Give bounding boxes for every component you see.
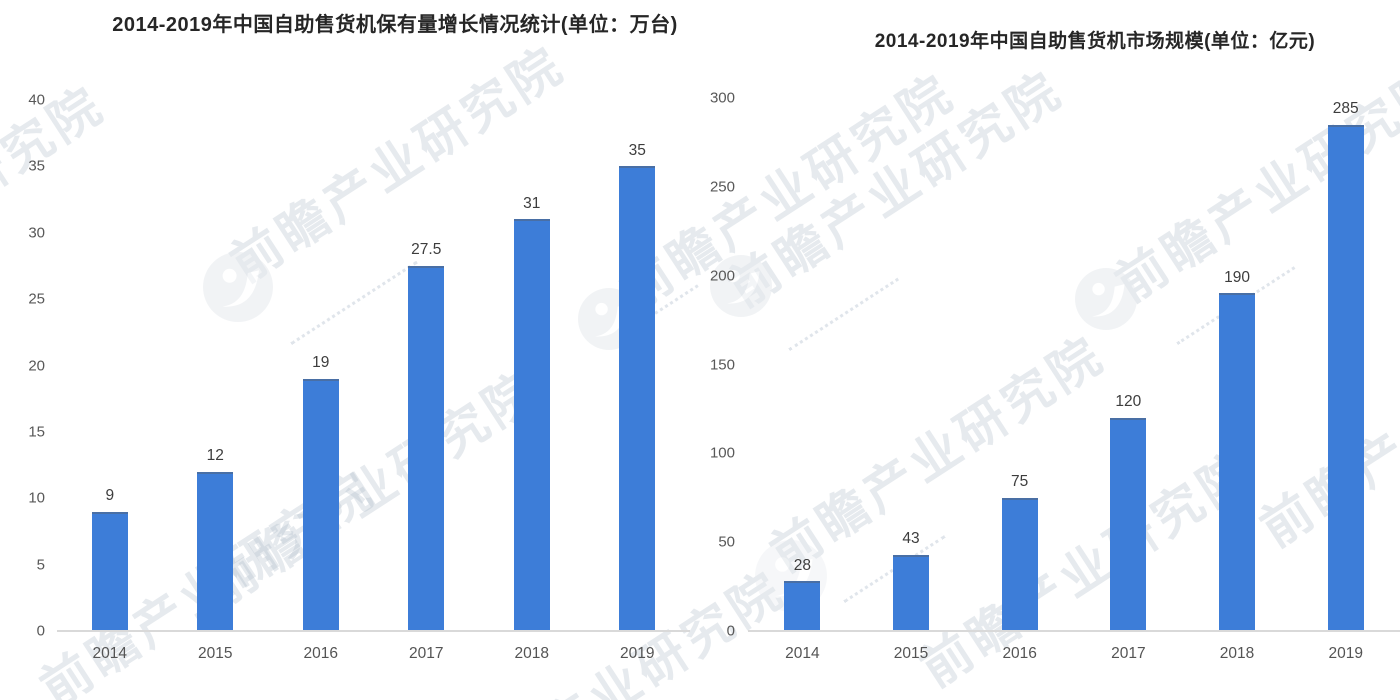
x-tick-label: 2014 <box>92 645 127 662</box>
chart-vending-machine-holdings: 2014-2019年中国自助售货机保有量增长情况统计(单位：万台) 0 5 10 15… <box>0 14 690 664</box>
bar-slot: 120 <box>1074 98 1183 631</box>
bar-value-label: 43 <box>902 530 920 548</box>
bar-slot: 190 <box>1183 98 1292 631</box>
y-tick-label: 10 <box>28 489 45 507</box>
bar <box>619 166 656 631</box>
x-tick-label: 2017 <box>409 645 444 662</box>
y-tick-label: 50 <box>718 533 735 551</box>
bar <box>1327 124 1364 631</box>
y-tick-label: 15 <box>28 423 45 441</box>
x-tick-label: 2016 <box>303 645 338 662</box>
bar-value-label: 285 <box>1332 100 1359 118</box>
bar <box>893 554 929 631</box>
chart-vending-machine-market-size: 2014-2019年中国自助售货机市场规模(单位：亿元) 0 50 100 150 20… <box>700 0 1400 700</box>
x-tick-label: 2015 <box>198 645 233 662</box>
x-axis-line <box>748 630 1400 632</box>
bar <box>1219 293 1256 631</box>
bar-value-label: 31 <box>523 194 541 212</box>
bar-slot: 12 <box>163 100 269 631</box>
y-tick-label: 250 <box>709 178 735 196</box>
bar-slot: 285 <box>1291 98 1400 631</box>
chart-title: 2014-2019年中国自助售货机保有量增长情况统计(单位：万台) <box>112 14 678 36</box>
bar-slot: 43 <box>857 98 966 631</box>
bar-value-label: 12 <box>206 447 224 465</box>
bar-slot: 75 <box>965 98 1074 631</box>
y-tick-label: 35 <box>28 157 45 175</box>
bar-slot: 35 <box>585 100 691 631</box>
plot-area: 28 43 75 120 190 285 <box>748 98 1400 631</box>
y-tick-label: 30 <box>28 224 45 242</box>
plot-area: 9 12 19 27.5 31 35 <box>57 100 690 631</box>
bar-slot: 9 <box>57 100 163 631</box>
y-tick-label: 150 <box>709 356 735 373</box>
bar <box>1001 497 1038 631</box>
bar-slot: 31 <box>479 100 585 631</box>
x-tick-label: 2017 <box>1111 645 1146 662</box>
bar <box>784 581 821 631</box>
y-tick-label: 0 <box>726 622 735 640</box>
bar-value-label: 120 <box>1115 393 1142 411</box>
x-tick-label: 2018 <box>514 645 549 662</box>
y-tick-label: 300 <box>709 89 735 107</box>
x-axis: 2014 2015 2016 2017 2018 2019 <box>748 645 1400 664</box>
bar-slot: 27.5 <box>374 100 480 631</box>
y-axis: 0 50 100 150 200 250 300 <box>700 91 735 639</box>
x-tick-label: 2015 <box>893 645 929 662</box>
x-tick-label: 2019 <box>1328 645 1363 662</box>
bar-value-label: 28 <box>793 556 811 574</box>
y-tick-label: 25 <box>28 290 45 308</box>
x-tick-label: 2014 <box>785 645 820 662</box>
bar <box>1110 417 1147 631</box>
x-tick-label: 2019 <box>620 645 655 662</box>
bar-value-label: 35 <box>628 141 646 159</box>
bar <box>197 471 234 631</box>
y-tick-label: 40 <box>28 91 45 109</box>
y-tick-label: 100 <box>709 444 735 462</box>
bar-value-label: 19 <box>312 354 330 372</box>
x-tick-label: 2016 <box>1002 645 1037 662</box>
bar-value-label: 190 <box>1224 268 1250 286</box>
y-tick-label: 0 <box>36 622 45 640</box>
bar <box>91 511 128 631</box>
bar <box>408 265 445 631</box>
y-axis: 0 5 10 15 20 25 30 35 40 <box>0 93 45 639</box>
x-tick-label: 2018 <box>1219 645 1255 662</box>
bar-slot: 19 <box>268 100 374 631</box>
y-tick-label: 5 <box>36 556 45 574</box>
chart-title: 2014-2019年中国自助售货机市场规模(单位：亿元) <box>874 31 1316 52</box>
y-tick-label: 20 <box>28 357 45 374</box>
bar <box>513 219 550 631</box>
bar <box>302 378 339 631</box>
bar-value-label: 75 <box>1011 473 1029 491</box>
bar-value-label: 27.5 <box>411 241 442 259</box>
bar-slot: 28 <box>748 98 857 631</box>
y-tick-label: 200 <box>709 267 735 285</box>
bar-value-label: 9 <box>105 487 115 505</box>
x-axis-line <box>57 630 690 632</box>
x-axis: 2014 2015 2016 2017 2018 2019 <box>57 645 690 664</box>
